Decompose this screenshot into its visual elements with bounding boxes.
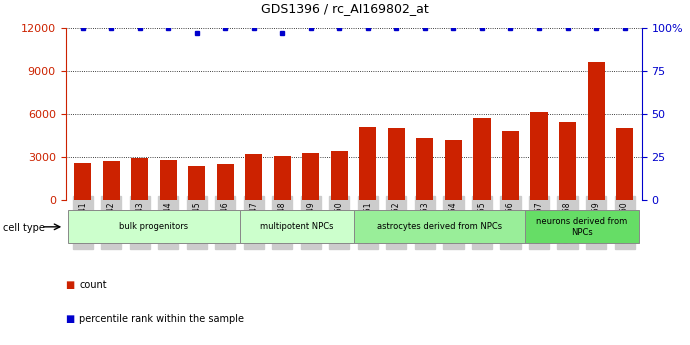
Text: multipotent NPCs: multipotent NPCs: [260, 222, 333, 231]
Bar: [68, 210, 239, 243]
Bar: [239, 210, 353, 243]
Bar: [331, 151, 348, 200]
Bar: [531, 112, 548, 200]
Bar: [159, 160, 177, 200]
Bar: [302, 152, 319, 200]
Bar: [131, 158, 148, 200]
Text: count: count: [79, 280, 107, 289]
Bar: [616, 128, 633, 200]
Bar: [525, 210, 639, 243]
Text: percentile rank within the sample: percentile rank within the sample: [79, 314, 244, 324]
Bar: [388, 128, 405, 200]
Bar: [473, 118, 491, 200]
Bar: [559, 122, 576, 200]
Bar: [502, 131, 519, 200]
Bar: [359, 127, 377, 200]
Text: GDS1396 / rc_AI169802_at: GDS1396 / rc_AI169802_at: [261, 2, 429, 15]
Bar: [245, 154, 262, 200]
Bar: [445, 140, 462, 200]
Text: astrocytes derived from NPCs: astrocytes derived from NPCs: [377, 222, 502, 231]
Bar: [217, 164, 234, 200]
Text: neurons derived from
NPCs: neurons derived from NPCs: [536, 217, 627, 237]
Bar: [587, 62, 604, 200]
Text: ■: ■: [66, 314, 75, 324]
Bar: [353, 210, 525, 243]
Text: bulk progenitors: bulk progenitors: [119, 222, 188, 231]
Bar: [416, 138, 433, 200]
Bar: [103, 161, 120, 200]
Text: ■: ■: [66, 280, 75, 289]
Bar: [188, 166, 206, 200]
Bar: [74, 163, 91, 200]
Text: cell type: cell type: [3, 223, 46, 233]
Bar: [274, 156, 291, 200]
